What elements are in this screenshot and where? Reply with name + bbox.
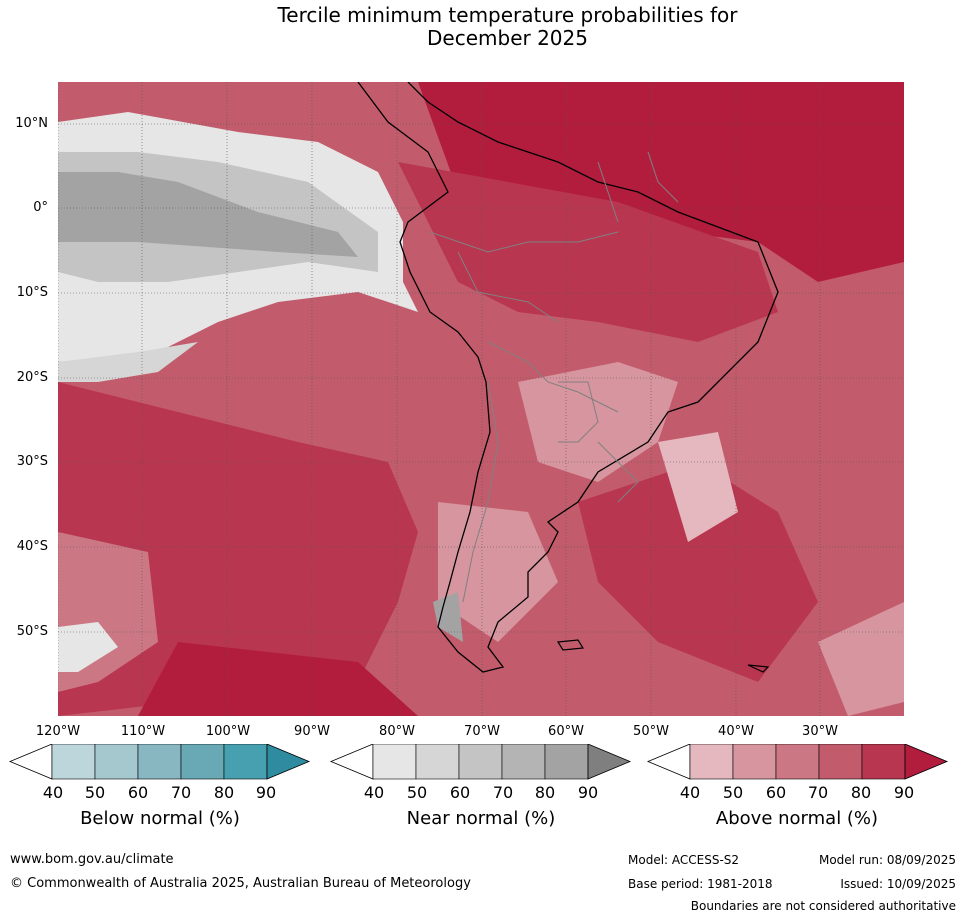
- below-tick-60: 60: [127, 783, 149, 802]
- map-title: Tercile minimum temperature probabilitie…: [0, 4, 965, 50]
- below-colorbar-segment: [94, 744, 139, 780]
- footer-base-period: Base period: 1981-2018: [628, 877, 773, 891]
- near-tick-40: 40: [363, 783, 385, 802]
- above-tick-80: 80: [850, 783, 872, 802]
- footer-url: www.bom.gov.au/climate: [10, 852, 174, 867]
- above-colorbar-segment: [689, 744, 734, 780]
- map-title-line1: Tercile minimum temperature probabilitie…: [277, 3, 738, 27]
- lat-label-10n: 10°N: [15, 116, 48, 131]
- near-normal-title: Near normal (%): [406, 808, 556, 829]
- lon-label-100w: 100°W: [205, 724, 251, 739]
- above-colorbar-segment: [732, 744, 777, 780]
- above-normal-title: Above normal (%): [715, 808, 879, 829]
- lon-label-110w: 110°W: [120, 724, 166, 739]
- near-colorbar-segment: [501, 744, 546, 780]
- below-colorbar-segment: [223, 744, 268, 780]
- below-normal-title: Below normal (%): [80, 808, 240, 829]
- colorbars: [8, 744, 949, 780]
- near-tick-70: 70: [492, 783, 514, 802]
- footer-model: Model: ACCESS-S2: [628, 853, 740, 867]
- below-tick-70: 70: [170, 783, 192, 802]
- below-colorbar-segment: [180, 744, 225, 780]
- below-tick-90: 90: [255, 783, 277, 802]
- probability-map: [58, 82, 904, 716]
- lat-label-10s: 10°S: [16, 285, 48, 300]
- below-tick-50: 50: [84, 783, 106, 802]
- near-tick-60: 60: [449, 783, 471, 802]
- below-tick-80: 80: [213, 783, 235, 802]
- lon-label-120w: 120°W: [35, 724, 81, 739]
- footer-copyright: © Commonwealth of Australia 2025, Austra…: [10, 876, 471, 891]
- near-colorbar-segment: [544, 744, 589, 780]
- near-tick-90: 90: [577, 783, 599, 802]
- lon-label-40w: 40°W: [718, 724, 754, 739]
- above-tick-40: 40: [679, 783, 701, 802]
- above-colorbar-segment: [818, 744, 863, 780]
- footer-disclaimer: Boundaries are not considered authoritat…: [690, 899, 956, 913]
- above-colorbar-segment: [861, 744, 906, 780]
- near-colorbar-segment: [372, 744, 417, 780]
- above-colorbar-low-arrow: [646, 744, 691, 780]
- footer-model-run: Model run: 08/09/2025: [818, 853, 956, 867]
- map-canvas: [58, 82, 904, 716]
- lat-label-50s: 50°S: [16, 624, 48, 639]
- above-tick-90: 90: [893, 783, 915, 802]
- below-colorbar-segment: [137, 744, 182, 780]
- below-colorbar-high-arrow: [266, 744, 311, 780]
- lon-label-80w: 80°W: [379, 724, 415, 739]
- below-colorbar-low-arrow: [8, 744, 53, 780]
- near-colorbar-segment: [458, 744, 503, 780]
- lon-label-60w: 60°W: [548, 724, 584, 739]
- lon-label-50w: 50°W: [633, 724, 669, 739]
- above-colorbar-segment: [775, 744, 820, 780]
- lon-label-70w: 70°W: [464, 724, 500, 739]
- below-colorbar-segment: [51, 744, 96, 780]
- map-title-line2: December 2025: [427, 26, 588, 50]
- lat-label-40s: 40°S: [16, 539, 48, 554]
- near-tick-80: 80: [534, 783, 556, 802]
- above-tick-50: 50: [722, 783, 744, 802]
- above-tick-60: 60: [765, 783, 787, 802]
- footer-issued: Issued: 10/09/2025: [840, 877, 956, 891]
- lon-label-30w: 30°W: [802, 724, 838, 739]
- above-colorbar-high-arrow: [904, 744, 949, 780]
- near-colorbar-low-arrow: [329, 744, 374, 780]
- lat-label-0: 0°: [33, 200, 48, 215]
- below-tick-40: 40: [42, 783, 64, 802]
- near-colorbar-high-arrow: [587, 744, 632, 780]
- near-colorbar-segment: [415, 744, 460, 780]
- above-tick-70: 70: [807, 783, 829, 802]
- near-tick-50: 50: [406, 783, 428, 802]
- lon-label-90w: 90°W: [294, 724, 330, 739]
- lat-label-20s: 20°S: [16, 370, 48, 385]
- lat-label-30s: 30°S: [16, 454, 48, 469]
